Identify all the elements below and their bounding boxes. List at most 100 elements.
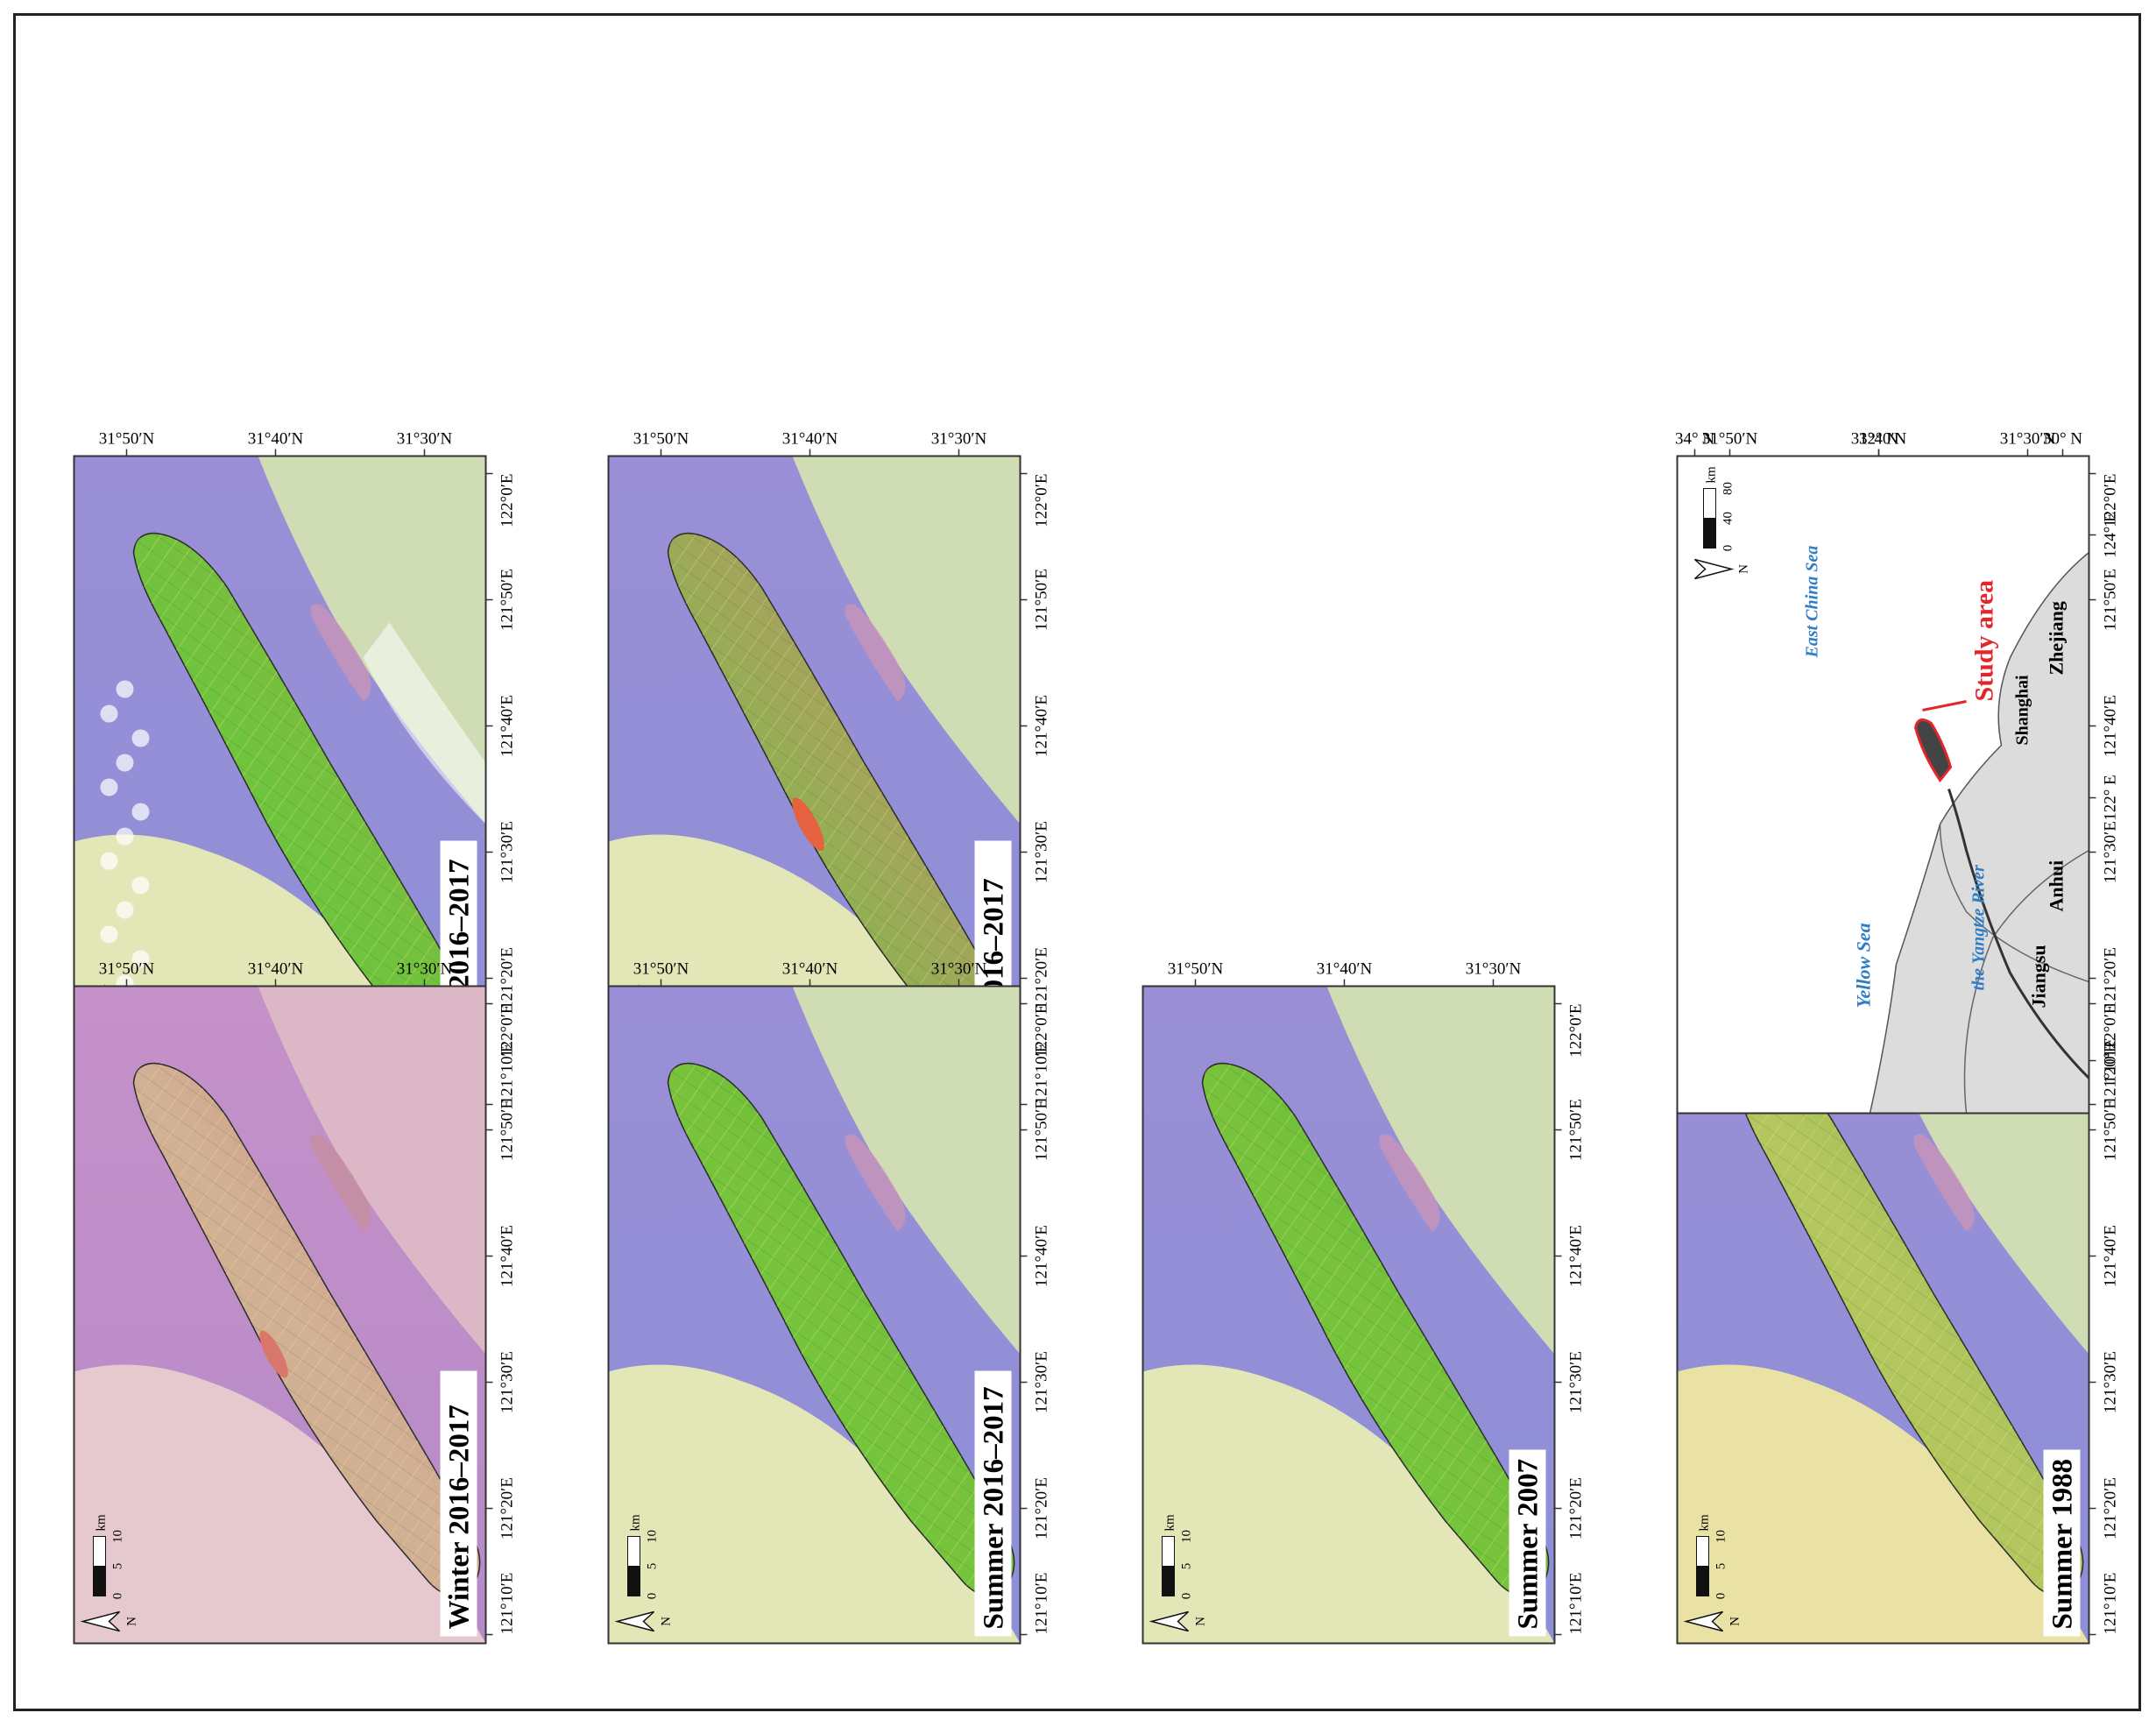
lon-tick-label: 122°0′E (1033, 474, 1051, 527)
place-jiangsu: Jiangsu (2028, 945, 2050, 1008)
lon-tick-label: 121°20′E (498, 947, 517, 1009)
study-area-label: Study area (1970, 580, 1999, 702)
panel-title-box: Summer 2016–2017 (974, 1370, 1012, 1637)
lon-tick-label: 121°10′E (2102, 1043, 2120, 1105)
lat-tick-label: 31°50′N (633, 430, 689, 449)
figure-frame (13, 13, 2141, 1711)
scalebar-tick: 5 (111, 1563, 125, 1570)
lon-tick-label: 121°40′E (2102, 1225, 2120, 1287)
lon-tick-label: 121°30′E (1567, 1351, 1586, 1413)
scalebar-black (1696, 1566, 1709, 1596)
lon-tick-label: 121°40′E (1033, 695, 1051, 757)
lon-tick-label: 121°20′E (1567, 1477, 1586, 1539)
lon-tick-label: 121°20′E (498, 1477, 517, 1539)
lat-tick-label: 31°50′N (99, 960, 155, 979)
lon-tick-label: 122°0′E (2102, 1004, 2120, 1058)
lon-tick-label: 121°40′E (498, 695, 517, 757)
place-anhui: Anhui (2046, 860, 2068, 912)
scalebar-black (1703, 518, 1716, 549)
lon-tick-label: 121°10′E (498, 1043, 517, 1105)
lat-tick-label: 31°30′N (1466, 960, 1522, 979)
lon-tick-label: 121°40′E (2102, 695, 2120, 757)
lon-tick-label: 121°10′E (498, 1573, 517, 1635)
lon-tick-label: 121°40′E (1567, 1225, 1586, 1287)
panel-title-box: Winter 2016–2017 (440, 1370, 477, 1637)
land-china (1869, 550, 2089, 1114)
lon-tick-label: 124° E (2102, 512, 2120, 557)
overview-map: Study area Jiangsu Anhui Zhejiang Shanghai Ye… (1675, 430, 2120, 1115)
scalebar-tick: 80 (1721, 482, 1735, 495)
panel-title-bg (440, 1370, 477, 1637)
scalebar-tick: 0 (1714, 1593, 1728, 1600)
overview-border (1676, 455, 2090, 1115)
cloud-patch (100, 704, 118, 723)
scalebar-tick: 10 (111, 1530, 125, 1543)
lon-tick-label: 121°10′E (1033, 1573, 1051, 1635)
province-border (1939, 824, 2089, 983)
panel-title-box: Summer 2007 (1509, 1449, 1546, 1637)
sand-bar (845, 604, 906, 702)
cloud-patch (100, 925, 118, 944)
lon-tick-label: 121°50′E (1567, 1099, 1586, 1161)
island-fields (1202, 1063, 1549, 1596)
panel-title: Summer 2007 (1513, 1459, 1545, 1630)
map-panel-3: Spring 2016–2017N0510km121°10′E121°20′E1… (607, 430, 1051, 1115)
lat-tick-label: 31°50′N (633, 960, 689, 979)
cloud-patch (131, 876, 150, 895)
north-label: N (125, 1617, 139, 1626)
lon-tick-label: 121°20′E (2102, 1477, 2120, 1539)
cloud-patch (363, 622, 486, 825)
scalebar-unit: km (95, 1514, 109, 1532)
scalebar-tick: 0 (1721, 545, 1735, 552)
sand-bar (310, 1134, 371, 1232)
cloud-patch (116, 680, 134, 698)
map-image-2 (1142, 986, 1555, 1644)
scalebar-white (1703, 488, 1716, 519)
panel-title: Winter 2016–2017 (444, 1405, 476, 1629)
place-shanghai: Shanghai (2013, 675, 2032, 745)
scalebar-unit: km (629, 1514, 643, 1532)
panel-title: Summer 1988 (2047, 1459, 2079, 1630)
sand-bar (845, 1134, 906, 1232)
mainland-south (792, 456, 1021, 825)
panel-title-bg (1509, 1449, 1546, 1637)
lon-tick-label: 121°10′E (1567, 1573, 1586, 1635)
panel-border (73, 985, 487, 1645)
scalebar-white (627, 1536, 640, 1567)
panel-title-box: Summer 1988 (2043, 1449, 2081, 1637)
reclaimed-area (792, 797, 824, 851)
north-arrow-icon (1683, 1610, 1724, 1632)
lon-tick-label: 121°30′E (2102, 1351, 2120, 1413)
island-fields (668, 533, 1014, 1065)
panel-title-bg (974, 1370, 1012, 1637)
lon-tick-label: 121°30′E (498, 821, 517, 883)
sand-bar (1913, 1134, 1975, 1232)
lat-tick-label: 31°50′N (1702, 430, 1758, 449)
scalebar-black (1162, 1566, 1175, 1596)
cloud-patch (100, 852, 118, 870)
mainland-north (608, 1364, 1021, 1644)
cloud-patch (131, 950, 150, 968)
cloud-patch (131, 729, 150, 747)
place-east-china-sea: East China Sea (1803, 546, 1822, 659)
lat-tick-label: 31°40′N (782, 960, 838, 979)
lat-tick-label: 31°30′N (931, 430, 987, 449)
mainland-south (792, 986, 1021, 1355)
scalebar-unit: km (1705, 466, 1719, 484)
scalebar-tick: 0 (646, 1593, 660, 1600)
north-arrow-icon (1149, 1610, 1190, 1632)
river-yangtze (1947, 789, 2089, 1079)
north-label: N (660, 1617, 674, 1626)
panel-border (1142, 985, 1556, 1645)
lon-tick-label: 122°0′E (1033, 1004, 1051, 1058)
lon-tick-label: 121°50′E (2102, 569, 2120, 631)
lat-tick-label: 31°30′N (2000, 430, 2056, 449)
north-arrow-icon (80, 1610, 121, 1632)
mainland-north (1677, 1364, 2089, 1644)
mainland-south (1326, 986, 1555, 1355)
scalebar-tick: 10 (1714, 1530, 1728, 1543)
